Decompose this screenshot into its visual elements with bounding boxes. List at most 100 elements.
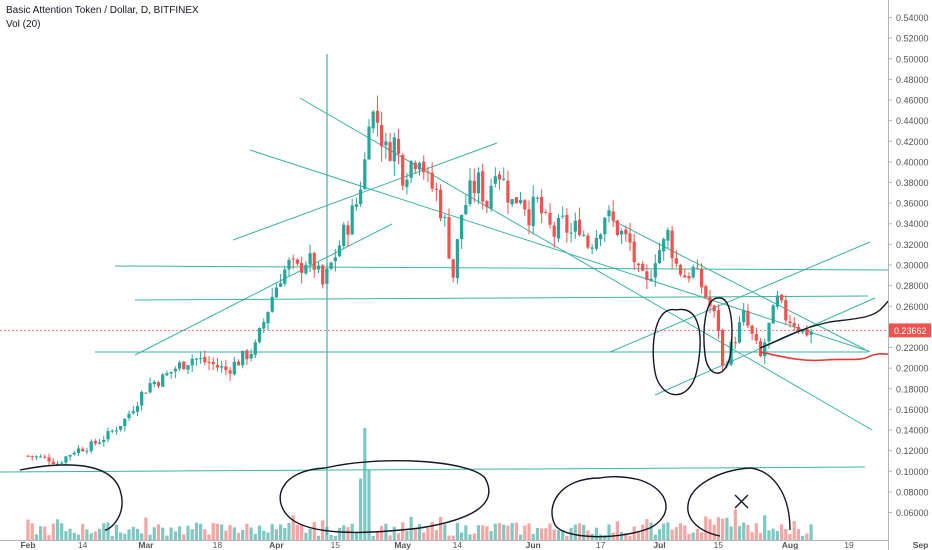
- candle-body: [451, 259, 455, 278]
- volume-bar: [257, 525, 262, 540]
- candle-body: [194, 358, 198, 360]
- candle-body: [573, 220, 577, 232]
- volume-bar: [291, 515, 295, 540]
- price-tick-label: 0.32000: [896, 240, 929, 250]
- volume-bar: [620, 531, 624, 540]
- time-tick-label: Apr: [269, 540, 284, 550]
- volume-bar: [76, 534, 81, 540]
- candle-body: [565, 215, 569, 233]
- volume-bar: [796, 529, 800, 540]
- volume-bar: [224, 530, 228, 540]
- volume-bar: [68, 528, 72, 540]
- candle-body: [232, 361, 236, 375]
- volume-bar: [594, 527, 598, 540]
- volume-bar: [527, 523, 531, 540]
- candle-body: [620, 230, 624, 235]
- candle-body: [628, 233, 632, 243]
- volume-bar: [156, 524, 161, 540]
- price-tick-label: 0.14000: [896, 426, 929, 436]
- candle-body: [156, 382, 161, 386]
- price-tick-label: 0.44000: [896, 116, 929, 126]
- volume-bar: [114, 524, 118, 540]
- candle-body: [363, 159, 367, 189]
- volume-bar: [649, 522, 653, 540]
- volume-bar: [392, 526, 396, 540]
- time-tick-label: Jun: [526, 540, 541, 550]
- candle-body: [443, 216, 447, 218]
- candle-body: [68, 455, 72, 457]
- volume-bar: [464, 525, 468, 540]
- candle-body: [514, 197, 518, 204]
- time-tick-label: 14: [78, 540, 88, 550]
- candle-body: [182, 361, 186, 370]
- candle-body: [354, 204, 358, 207]
- candle-body: [249, 354, 253, 359]
- trend-line: [134, 223, 393, 356]
- candle-body: [519, 200, 523, 204]
- volume-bar: [493, 523, 497, 540]
- candle-body: [594, 237, 598, 249]
- volume-bar: [573, 524, 577, 540]
- volume-bar: [417, 524, 422, 540]
- volume-bar: [506, 525, 510, 540]
- candle-body: [312, 253, 316, 270]
- volume-bar: [674, 527, 678, 540]
- candle-body: [780, 294, 784, 301]
- volume-bar: [329, 535, 333, 540]
- candle-body: [220, 366, 224, 368]
- candle-body: [224, 366, 228, 371]
- hand-drawn-shape: [687, 467, 791, 537]
- volume-bar: [262, 530, 266, 540]
- price-tick-label: 0.16000: [896, 405, 929, 415]
- candle-body: [39, 456, 43, 458]
- candle-body: [325, 268, 329, 284]
- time-tick-label: 15: [331, 540, 341, 550]
- volume-bar: [312, 522, 316, 540]
- volume-bar: [119, 532, 123, 540]
- candle-body: [384, 141, 388, 146]
- candle-body: [207, 361, 211, 363]
- candle-body: [236, 361, 241, 366]
- volume-bar: [447, 535, 451, 540]
- volume-bar: [582, 524, 586, 540]
- volume-bar: [178, 526, 182, 540]
- volume-bar: [455, 522, 459, 540]
- candle-body: [262, 322, 266, 329]
- volume-bar: [497, 522, 502, 540]
- volume-bar: [228, 525, 232, 540]
- candle-body: [523, 200, 527, 210]
- candle-body: [203, 357, 207, 363]
- candle-body: [401, 154, 405, 186]
- candle-body: [228, 370, 232, 374]
- volume-bar: [716, 517, 720, 540]
- time-tick-label: 15: [714, 540, 724, 550]
- volume-bar: [173, 531, 177, 540]
- price-tick-label: 0.30000: [896, 261, 929, 271]
- hand-drawn-shape: [703, 297, 733, 374]
- volume-bar: [700, 532, 704, 540]
- volume-bar: [678, 523, 683, 540]
- candle-body: [641, 263, 645, 271]
- volume-bar: [388, 535, 392, 540]
- volume-bar: [405, 530, 409, 540]
- candle-body: [527, 209, 531, 226]
- candle-body: [460, 214, 464, 239]
- price-tick-label: 0.50000: [896, 54, 929, 64]
- volume-bar: [801, 535, 805, 540]
- candle-body: [245, 350, 249, 360]
- candle-body: [439, 189, 443, 219]
- candle-body: [127, 413, 131, 419]
- volume-bar: [708, 519, 712, 540]
- candle-body: [295, 259, 299, 264]
- candle-body: [653, 263, 657, 278]
- volume-bar: [472, 533, 476, 540]
- candle-body: [506, 180, 510, 203]
- volume-bar: [653, 534, 657, 540]
- candle-body: [796, 326, 800, 332]
- volume-bar: [502, 524, 506, 540]
- candle-body: [98, 442, 102, 444]
- candle-body: [809, 331, 813, 335]
- candle-body: [300, 263, 304, 273]
- candle-body: [346, 225, 350, 235]
